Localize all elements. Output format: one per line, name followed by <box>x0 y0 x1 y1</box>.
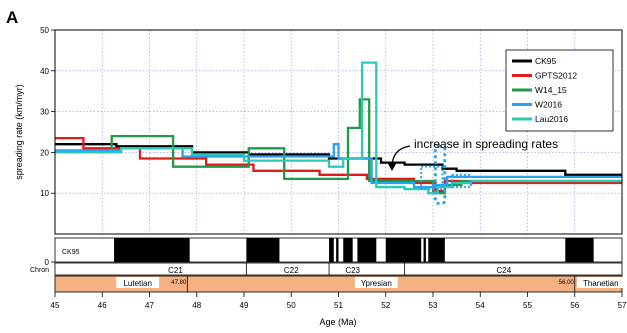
x-tick-label-11: 56 <box>570 301 579 310</box>
chron-block-7 <box>423 238 426 262</box>
x-tick-label-3: 48 <box>192 301 201 310</box>
chron-block-0 <box>114 238 190 262</box>
y-tick-label-3: 30 <box>40 108 49 117</box>
x-tick-label-10: 55 <box>523 301 532 310</box>
chron-row-title: Chron <box>30 267 49 274</box>
chron-row: CK95 <box>54 237 623 263</box>
series-layer <box>55 61 622 195</box>
annotation-text: increase in spreading rates <box>414 137 558 151</box>
x-tick-label-2: 47 <box>145 301 154 310</box>
chron-name-c24: C24 <box>497 266 512 275</box>
series-line-lau2016 <box>55 61 622 195</box>
x-tick-label-8: 53 <box>429 301 438 310</box>
x-axis-label: Age (Ma) <box>319 317 356 327</box>
chron-block-2 <box>329 238 334 262</box>
epoch-label-bg-2 <box>577 277 625 288</box>
epoch-row: 47.80 56.00 Lutetian Ypresian Thanetian <box>54 275 625 293</box>
legend-label-w14_15: W14_15 <box>535 85 567 95</box>
legend-label-ck95: CK95 <box>535 56 557 66</box>
chron-block-4 <box>343 238 353 262</box>
x-tick-label-5: 50 <box>287 301 296 310</box>
y-tick-label-zero: 0 <box>45 258 50 267</box>
chron-block-3 <box>336 238 339 262</box>
y-tick-label-1: 10 <box>40 189 49 198</box>
dashed-box-0 <box>420 165 444 191</box>
panel-label: A <box>6 8 18 27</box>
y-tick-label-5: 50 <box>40 26 49 35</box>
y-axis-ticks: 10 20 30 40 50 <box>40 26 55 198</box>
x-axis-ticks: 45 46 47 48 49 50 51 52 53 54 55 56 57 <box>51 292 627 310</box>
chron-name-row: Chron C21 C22 C23 C24 <box>30 262 623 276</box>
chron-block-9 <box>565 238 594 262</box>
legend: CK95 GPTS2012 W14_15 W2016 Lau2016 <box>505 49 614 132</box>
x-tick-label-0: 45 <box>51 301 60 310</box>
dashed-box-1 <box>450 173 472 189</box>
y-tick-label-4: 40 <box>40 67 49 76</box>
chron-block-5 <box>357 238 377 262</box>
dashed-box-narrow <box>433 144 447 205</box>
legend-label-gpts2012: GPTS2012 <box>535 71 577 81</box>
chron-row-label: CK95 <box>62 249 80 256</box>
y-tick-label-2: 20 <box>40 148 49 157</box>
epoch-label-bg-1 <box>354 277 398 288</box>
x-tick-label-1: 46 <box>98 301 107 310</box>
x-tick-label-9: 54 <box>476 301 485 310</box>
chron-block-6 <box>385 238 422 262</box>
epoch-label-bg-0 <box>116 277 160 288</box>
chron-block-1 <box>246 238 280 262</box>
series-line-w14_15 <box>55 98 622 195</box>
annotation-arrowhead <box>387 162 397 171</box>
chron-name-c23: C23 <box>345 266 360 275</box>
epoch-boundary-label-1: 56.00 <box>559 280 575 286</box>
plot-frame <box>54 29 623 235</box>
epoch-name-thanetian: Thanetian <box>583 279 619 288</box>
epoch-boundary-label-0: 47.80 <box>171 280 187 286</box>
chron-name-c21: C21 <box>168 266 183 275</box>
x-tick-label-12: 57 <box>618 301 627 310</box>
highlight-boxes <box>420 144 472 205</box>
chron-name-c22: C22 <box>284 266 299 275</box>
legend-label-lau2016: Lau2016 <box>535 114 568 124</box>
x-tick-label-4: 49 <box>240 301 249 310</box>
chron-name-frame <box>54 262 623 276</box>
legend-label-w2016: W2016 <box>535 100 562 110</box>
epoch-name-lutetian: Lutetian <box>123 279 151 288</box>
x-tick-label-7: 52 <box>381 301 390 310</box>
y-zero-mark: 0 <box>45 258 55 267</box>
x-tick-label-6: 51 <box>334 301 343 310</box>
chron-block-8 <box>428 238 445 262</box>
epoch-name-ypresian: Ypresian <box>361 279 392 288</box>
y-axis-label: spreading rate (km/myr) <box>14 84 24 180</box>
